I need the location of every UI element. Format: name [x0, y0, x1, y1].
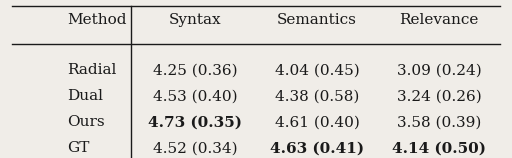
Text: 4.73 (0.35): 4.73 (0.35) — [148, 115, 242, 129]
Text: Semantics: Semantics — [277, 13, 357, 27]
Text: 4.52 (0.34): 4.52 (0.34) — [153, 141, 237, 155]
Text: 3.58 (0.39): 3.58 (0.39) — [397, 115, 481, 129]
Text: 4.04 (0.45): 4.04 (0.45) — [275, 63, 359, 77]
Text: Dual: Dual — [68, 89, 103, 103]
Text: 4.61 (0.40): 4.61 (0.40) — [274, 115, 359, 129]
Text: 4.63 (0.41): 4.63 (0.41) — [270, 141, 364, 155]
Text: Relevance: Relevance — [400, 13, 479, 27]
Text: Syntax: Syntax — [168, 13, 221, 27]
Text: 3.24 (0.26): 3.24 (0.26) — [397, 89, 482, 103]
Text: 4.14 (0.50): 4.14 (0.50) — [392, 141, 486, 155]
Text: GT: GT — [68, 141, 90, 155]
Text: 3.09 (0.24): 3.09 (0.24) — [397, 63, 482, 77]
Text: 4.38 (0.58): 4.38 (0.58) — [275, 89, 359, 103]
Text: 4.25 (0.36): 4.25 (0.36) — [153, 63, 237, 77]
Text: Ours: Ours — [68, 115, 105, 129]
Text: Method: Method — [68, 13, 127, 27]
Text: Radial: Radial — [68, 63, 117, 77]
Text: 4.53 (0.40): 4.53 (0.40) — [153, 89, 237, 103]
